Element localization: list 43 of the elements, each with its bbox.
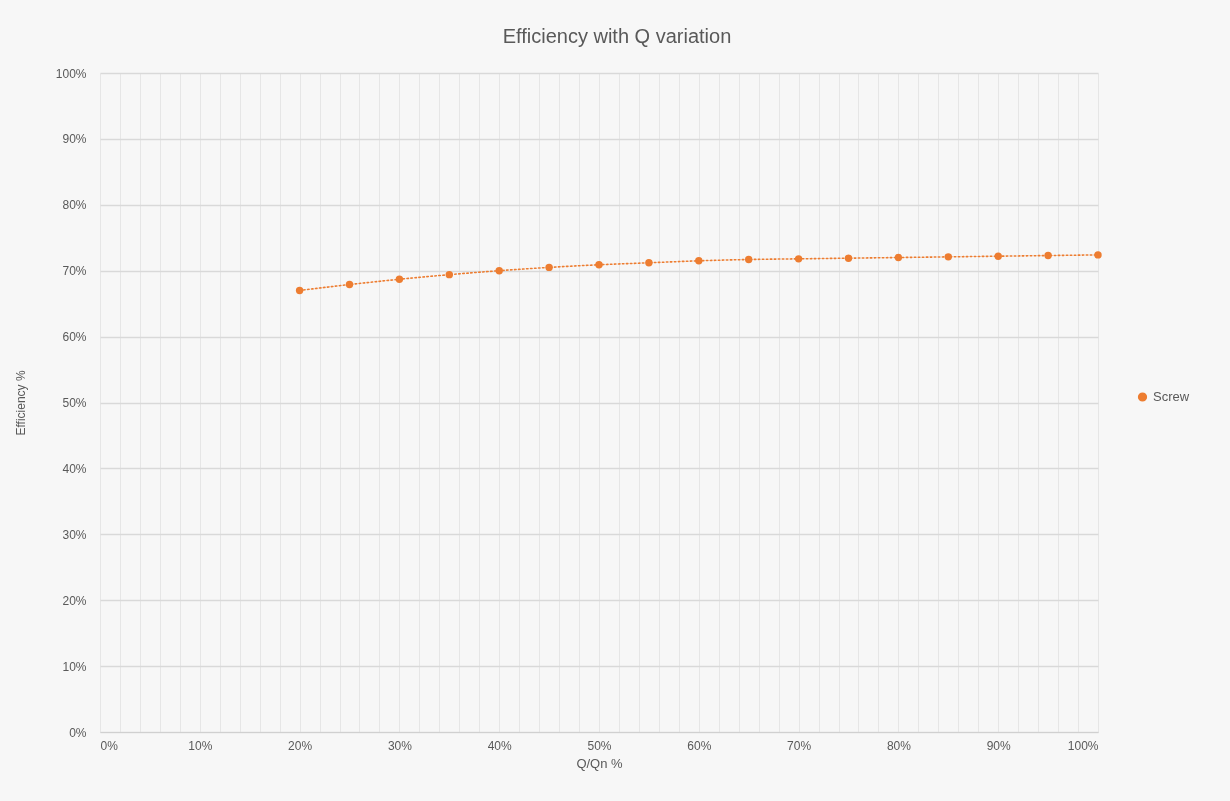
- y-tick-label: 100%: [55, 66, 87, 81]
- point: [495, 267, 503, 275]
- point: [1044, 251, 1052, 260]
- x-tick-label: 80%: [886, 738, 912, 753]
- y-tick-label: 10%: [62, 659, 87, 674]
- point: [445, 270, 454, 279]
- chart-title: Efficiency with Q variation: [502, 25, 732, 47]
- y-tick-label: 0%: [69, 725, 87, 740]
- point: [695, 257, 703, 265]
- point: [844, 254, 853, 262]
- y-tick-label: 20%: [62, 593, 87, 608]
- point: [545, 263, 553, 272]
- legend-label: Screw: [1153, 389, 1190, 404]
- point: [345, 280, 354, 289]
- x-tick-label: 90%: [986, 738, 1012, 753]
- point: [944, 253, 953, 261]
- x-tick-label: 40%: [487, 738, 513, 753]
- y-tick-label: 50%: [62, 396, 87, 410]
- x-tick-label: 50%: [587, 738, 612, 753]
- point: [744, 255, 753, 264]
- y-tick-label: 60%: [62, 330, 87, 345]
- x-tick-label: 100%: [1067, 738, 1099, 753]
- point: [994, 252, 1002, 260]
- x-axis-title: Q/Qn %: [576, 755, 624, 771]
- point: [595, 261, 603, 269]
- point: [1094, 251, 1102, 259]
- y-tick-label: 80%: [62, 198, 87, 213]
- y-tick-label: 30%: [62, 527, 87, 542]
- point: [395, 275, 404, 283]
- y-tick-label: 40%: [62, 461, 87, 476]
- x-tick-label: 20%: [288, 738, 313, 753]
- x-tick-label: 60%: [687, 738, 712, 753]
- y-tick-label: 90%: [62, 132, 87, 147]
- x-tick-label: 0%: [100, 738, 119, 753]
- y-axis-title: Efficiency %: [13, 370, 28, 436]
- point: [645, 259, 653, 267]
- point: [295, 286, 304, 295]
- x-tick-label: 10%: [188, 738, 213, 753]
- x-tick-label: 30%: [387, 738, 413, 753]
- x-tick-label: 70%: [787, 738, 812, 753]
- y-tick-label: 70%: [62, 264, 87, 279]
- point: [894, 253, 903, 262]
- point: [794, 255, 803, 263]
